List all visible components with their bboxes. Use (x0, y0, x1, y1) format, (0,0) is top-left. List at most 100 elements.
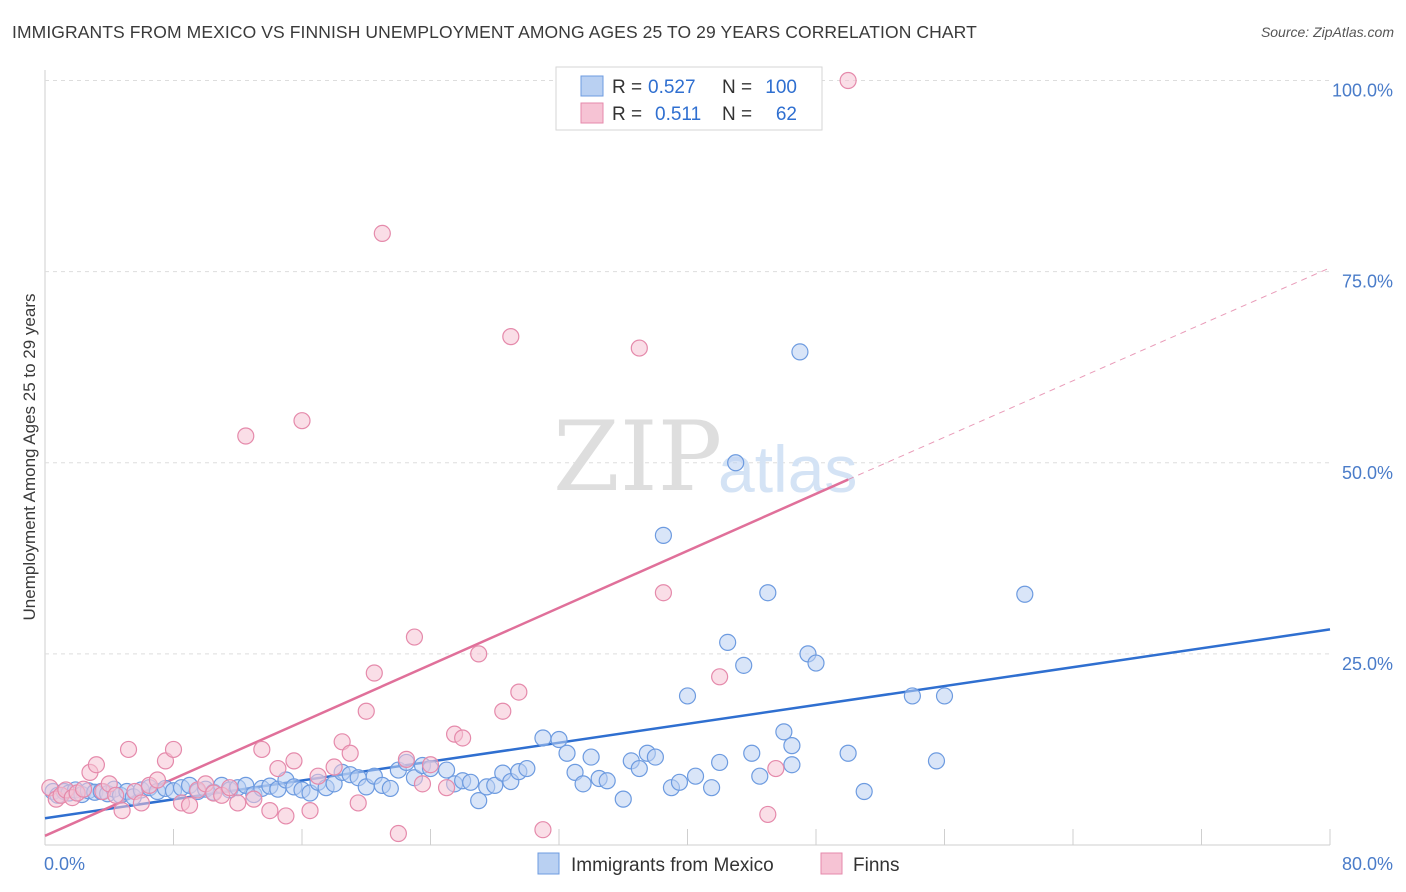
blue-point (711, 753, 729, 772)
bottom-legend-finns: Finns (853, 855, 899, 876)
blue-point (582, 748, 600, 766)
chart-title: IMMIGRANTS FROM MEXICO VS FINNISH UNEMPL… (12, 22, 977, 42)
pink-point (269, 759, 287, 778)
blue-point (855, 782, 873, 801)
blue-point (486, 776, 504, 794)
pink-point (389, 824, 407, 843)
pink-point (413, 775, 432, 793)
legend-r-value-1: 0.527 (648, 77, 696, 98)
blue-point (670, 773, 689, 791)
pink-point (365, 664, 383, 682)
trend-lines (44, 267, 1331, 837)
pink-point (285, 752, 303, 770)
data-points (41, 71, 1034, 843)
pink-point (759, 805, 777, 824)
pink-point (711, 668, 729, 686)
legend-swatch-pink (580, 102, 604, 124)
pink-point (164, 740, 183, 759)
blue-point (927, 752, 946, 770)
pink-point (494, 702, 512, 720)
pink-point (74, 780, 93, 798)
pink-point (148, 771, 167, 789)
legend-r-label-1: R = (612, 77, 642, 98)
pink-point (309, 767, 327, 785)
blue-point (702, 779, 721, 797)
pink-point (325, 758, 343, 776)
blue-point (614, 790, 632, 808)
pink-point (405, 628, 424, 646)
pink-point (237, 427, 255, 445)
blue-point (550, 730, 568, 749)
bottom-legend-swatch-finns (820, 852, 843, 875)
blue-point (935, 687, 954, 705)
pink-point (437, 779, 456, 797)
pink-point (454, 729, 472, 747)
series-pink-points (41, 71, 857, 843)
pink-point (839, 71, 857, 90)
blue-point (534, 729, 552, 747)
watermark-zip: ZIP (553, 401, 722, 513)
x-tick-label-min: 0.0% (44, 854, 85, 874)
bottom-legend-mexico: Immigrants from Mexico (571, 855, 774, 876)
pink-point (245, 790, 263, 808)
trend-line-finns (44, 478, 849, 837)
blue-point (646, 748, 664, 766)
blue-point (598, 772, 616, 790)
legend-n-label-1: N = (722, 77, 752, 98)
legend-r-value-2: 0.511 (655, 104, 701, 125)
pink-point (534, 821, 552, 839)
pink-point (502, 328, 520, 346)
pink-point (180, 796, 199, 814)
blue-point (783, 756, 801, 774)
blue-point (437, 761, 456, 779)
pink-point (301, 801, 319, 820)
blue-point (759, 584, 777, 602)
blue-point (775, 723, 793, 741)
pink-point (221, 779, 239, 797)
blue-point (574, 775, 592, 793)
x-tick-labels: 0.0% 80.0% (44, 854, 1393, 874)
blue-point (791, 343, 809, 361)
y-tick-label: 25.0% (1342, 654, 1393, 674)
blue-point (783, 737, 801, 755)
pink-point (253, 740, 271, 759)
legend-r-label-2: R = (612, 104, 642, 125)
legend-n-value-1: 100 (765, 77, 797, 98)
pink-point (229, 794, 247, 812)
blue-point (558, 744, 576, 762)
pink-point (107, 786, 125, 804)
pink-point (87, 756, 106, 774)
blue-point (470, 792, 488, 810)
pink-point (470, 645, 488, 663)
y-tick-label: 75.0% (1342, 272, 1393, 292)
y-tick-labels: 25.0% 50.0% 75.0% 100.0% (1332, 81, 1393, 674)
pink-point (767, 759, 785, 778)
blue-point (678, 687, 697, 705)
pink-point (397, 750, 416, 768)
y-tick-label: 100.0% (1332, 81, 1393, 101)
pink-point (293, 412, 311, 430)
blue-point (686, 767, 705, 785)
legend: R = 0.527 N = 100 R = 0.511 N = 62 (555, 66, 823, 131)
blue-point (807, 654, 825, 672)
blue-point (719, 633, 737, 652)
blue-point (654, 526, 673, 544)
y-axis-label: Unemployment Among Ages 25 to 29 years (20, 294, 39, 621)
blue-point (462, 773, 480, 791)
blue-point (727, 454, 745, 472)
pink-point (654, 584, 673, 602)
pink-point (119, 740, 138, 759)
blue-point (735, 656, 753, 674)
legend-n-label-2: N = (722, 104, 752, 125)
bottom-legend-swatch-mexico (537, 852, 560, 875)
pink-point (510, 683, 528, 701)
trend-line-finns-extension (847, 267, 1331, 481)
pink-point (630, 339, 648, 357)
blue-point (839, 744, 857, 762)
blue-point (1016, 585, 1034, 603)
pink-point (421, 756, 440, 774)
blue-point (381, 779, 399, 798)
y-tick-label: 50.0% (1342, 463, 1393, 483)
blue-point (630, 759, 648, 778)
